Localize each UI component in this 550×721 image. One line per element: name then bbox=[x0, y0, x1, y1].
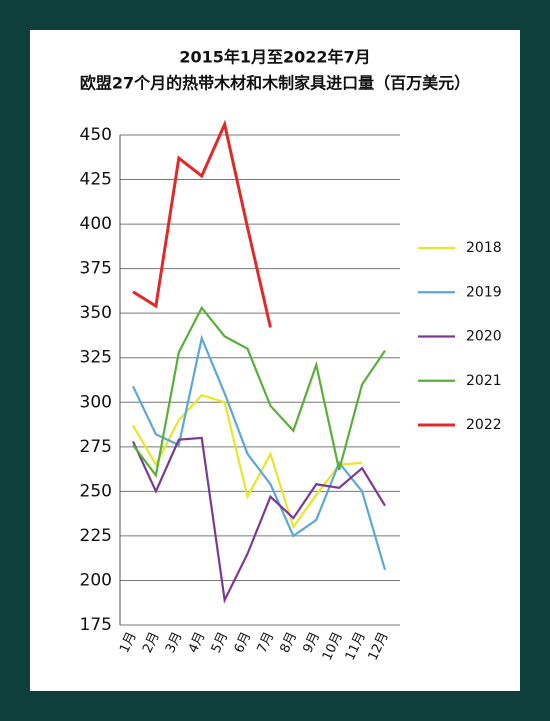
series-line bbox=[132, 119, 272, 328]
series-line bbox=[132, 305, 386, 478]
legend-label: 2022 bbox=[466, 417, 502, 433]
y-tick-label: 450 bbox=[80, 125, 112, 145]
y-tick-label: 400 bbox=[80, 214, 112, 234]
series-line bbox=[132, 436, 386, 604]
y-tick-label: 175 bbox=[80, 615, 112, 635]
y-tick-label: 325 bbox=[80, 348, 112, 368]
series-line bbox=[132, 334, 387, 571]
y-tick-label: 350 bbox=[80, 303, 112, 323]
y-tick-label: 250 bbox=[80, 481, 112, 501]
legend-label: 2021 bbox=[466, 373, 502, 389]
chart-subtitle: 欧盟27个月的热带木材和木制家具进口量（百万美元） bbox=[80, 74, 470, 93]
y-tick-label: 200 bbox=[80, 570, 112, 590]
legend-label: 2019 bbox=[466, 284, 502, 300]
legend-label: 2018 bbox=[466, 240, 502, 256]
chart-title: 2015年1月至2022年7月 bbox=[179, 48, 370, 67]
legend-label: 2020 bbox=[466, 329, 502, 345]
y-tick-label: 225 bbox=[80, 526, 112, 546]
y-tick-label: 375 bbox=[80, 259, 112, 279]
y-tick-label: 425 bbox=[80, 170, 112, 190]
y-tick-label: 275 bbox=[80, 437, 112, 457]
y-tick-label: 300 bbox=[80, 392, 112, 412]
